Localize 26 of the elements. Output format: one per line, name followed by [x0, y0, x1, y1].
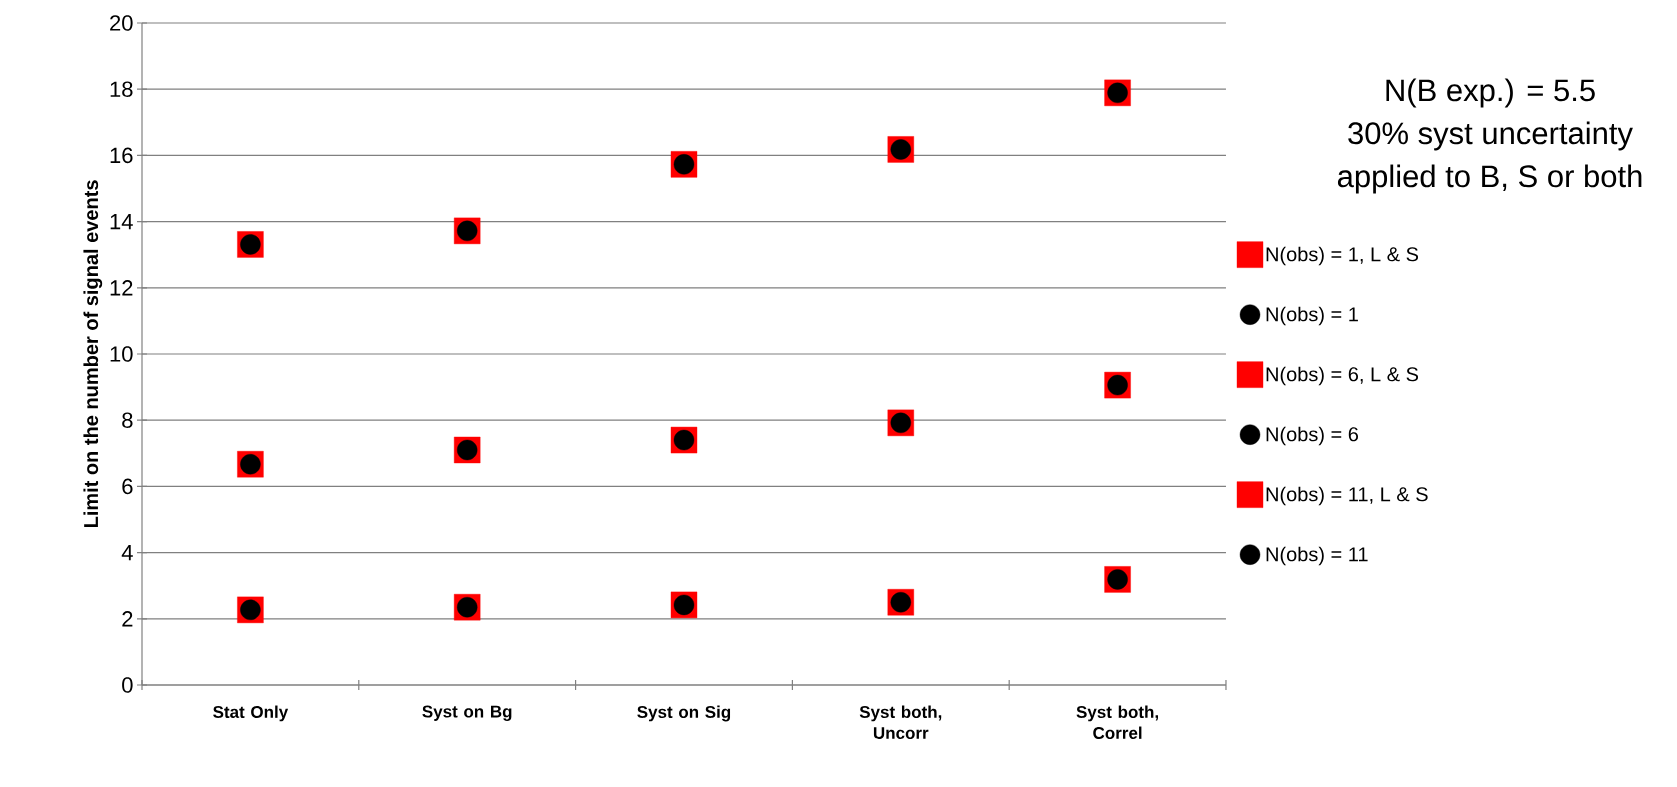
legend-label: N(obs) = 6 — [1266, 426, 1359, 446]
x-tick-label: Syst both, Correl — [1076, 705, 1158, 740]
y-axis-title: Limit on the number of signal events — [83, 180, 103, 528]
legend-label: N(obs) = 11 — [1266, 546, 1368, 566]
y-tick-label: 12 — [110, 280, 133, 296]
y-tick-label: 8 — [122, 412, 133, 428]
y-tick-label: 0 — [122, 677, 133, 693]
legend-label: N(obs) = 1 — [1266, 306, 1358, 326]
y-tick-label: 6 — [122, 478, 133, 495]
y-tick-label: 16 — [110, 147, 133, 164]
x-tick-label: Syst on Bg — [422, 705, 512, 721]
legend-label: N(obs) = 1, L & S — [1266, 246, 1419, 266]
text: applied to B, S or both — [1337, 164, 1642, 194]
y-tick-label: 18 — [110, 81, 133, 97]
y-tick-label: 10 — [110, 346, 133, 362]
y-tick-label: 2 — [122, 611, 133, 627]
text: 30% syst uncertainty — [1348, 121, 1633, 151]
y-tick-label: 4 — [121, 545, 133, 561]
legend-label: N(obs) = 6, L & S — [1266, 366, 1419, 386]
x-tick-label: Syst on Sig — [637, 705, 731, 722]
legend-label: N(obs) = 11, L & S — [1266, 486, 1428, 506]
y-tick-label: 20 — [110, 15, 133, 31]
y-tick-label: 14 — [110, 214, 133, 230]
x-tick-label: Syst both, Uncorr — [859, 705, 942, 740]
x-tick-label: Stat Only — [213, 705, 289, 722]
text: N(B exp.) = 5.5 — [1386, 78, 1595, 108]
